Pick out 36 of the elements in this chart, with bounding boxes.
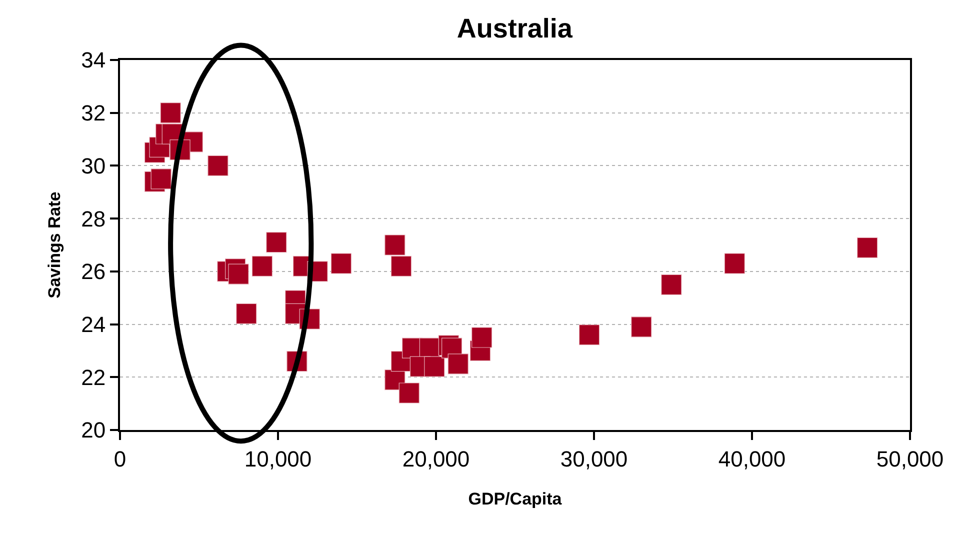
point <box>150 168 172 190</box>
chart-title: Australia <box>456 14 574 44</box>
y-tick-label: 28 <box>81 206 106 232</box>
point <box>330 253 352 274</box>
y-tick-label: 20 <box>81 418 106 443</box>
x-tick-label: 20,000 <box>402 446 470 472</box>
point <box>252 256 272 276</box>
y-tick-label: 30 <box>81 153 106 178</box>
point <box>208 155 228 176</box>
x-axis-title: GDP/Capita <box>468 489 562 508</box>
point <box>398 382 420 404</box>
point <box>724 253 745 274</box>
y-tick-label: 32 <box>81 100 106 126</box>
point <box>266 232 287 253</box>
x-tick-label: 50,000 <box>876 446 944 472</box>
point <box>472 327 492 348</box>
x-tick-label: 10,000 <box>244 446 312 472</box>
point <box>384 234 406 256</box>
x-tick-label: 30,000 <box>560 446 628 472</box>
point <box>390 256 412 276</box>
point <box>228 264 249 284</box>
point <box>424 356 445 377</box>
y-tick-label: 24 <box>81 312 106 337</box>
point <box>857 237 878 258</box>
x-tick-label: 0 <box>114 446 126 472</box>
point <box>160 102 181 124</box>
point <box>631 316 652 338</box>
point <box>661 274 682 295</box>
point <box>236 303 257 324</box>
y-tick-label: 26 <box>81 259 106 284</box>
x-tick-label: 40,000 <box>718 446 786 472</box>
point <box>448 354 468 374</box>
point <box>578 324 600 346</box>
y-axis-title: Savings Rate <box>45 192 64 298</box>
y-tick-label: 34 <box>81 48 106 73</box>
y-tick-label: 22 <box>81 364 106 390</box>
